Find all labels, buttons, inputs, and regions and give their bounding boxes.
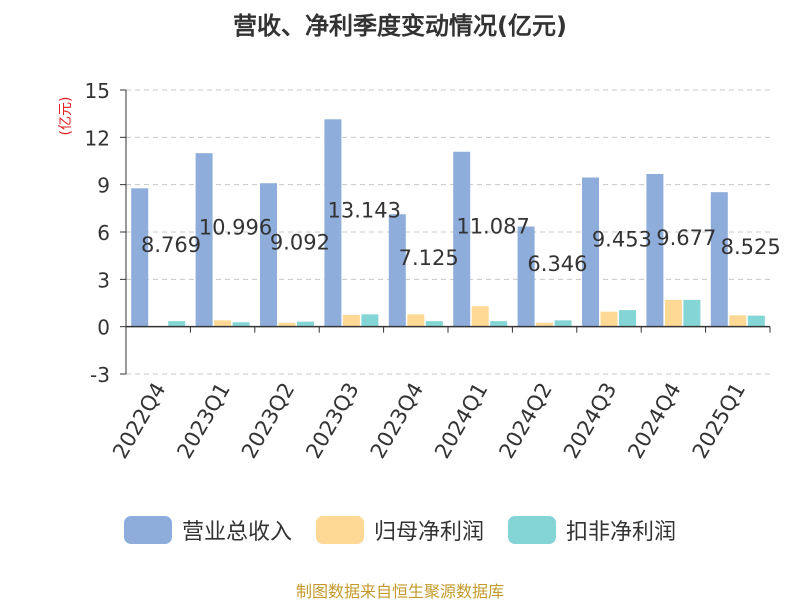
x-tick-label: 2023Q3: [301, 379, 363, 463]
x-tick-label: 2025Q1: [688, 379, 750, 463]
x-tick-label: 2023Q4: [366, 379, 428, 463]
x-tick-label: 2024Q1: [430, 379, 492, 463]
legend-swatch-revenue: [124, 516, 172, 544]
x-tick-label: 2024Q4: [623, 379, 685, 463]
legend-label-deducted-profit: 扣非净利润: [566, 514, 676, 546]
y-tick-label: 0: [97, 316, 110, 340]
bar-扣非净利润: [361, 314, 378, 326]
bar-营业总收入: [711, 192, 728, 327]
legend-item-revenue[interactable]: 营业总收入: [124, 514, 292, 546]
bar-扣非净利润: [619, 310, 636, 327]
bar-扣非净利润: [297, 322, 314, 327]
bar-归母净利润: [472, 306, 489, 327]
bar-归母净利润: [665, 300, 682, 327]
data-label: 7.125: [399, 246, 459, 270]
source-note: 制图数据来自恒生聚源数据库: [0, 578, 800, 602]
y-tick-label: 3: [97, 268, 110, 292]
data-label: 6.346: [527, 252, 587, 276]
x-tick-label: 2023Q1: [172, 379, 234, 463]
x-tick-label: 2024Q3: [559, 379, 621, 463]
legend-label-net-profit: 归母净利润: [374, 514, 484, 546]
y-tick-label: 6: [97, 221, 110, 245]
bar-营业总收入: [260, 183, 277, 326]
data-label: 10.996: [199, 215, 272, 239]
bar-归母净利润: [729, 315, 746, 326]
data-label: 9.453: [592, 228, 652, 252]
legend-swatch-net-profit: [316, 516, 364, 544]
y-tick-label: 15: [85, 79, 110, 103]
bar-扣非净利润: [748, 316, 765, 327]
data-label: 13.143: [328, 198, 401, 222]
y-tick-label: 12: [85, 126, 110, 150]
bar-营业总收入: [324, 119, 341, 326]
bar-扣非净利润: [168, 321, 185, 327]
legend-item-net-profit[interactable]: 归母净利润: [316, 514, 484, 546]
bar-扣非净利润: [490, 321, 507, 327]
y-tick-label: 9: [97, 174, 110, 198]
data-label: 11.087: [456, 215, 529, 239]
legend-label-revenue: 营业总收入: [182, 514, 292, 546]
data-label: 9.677: [656, 226, 716, 250]
bar-扣非净利润: [683, 300, 700, 327]
bar-归母净利润: [214, 320, 231, 326]
bar-归母净利润: [343, 315, 360, 327]
data-label: 8.769: [141, 233, 201, 257]
y-tick-label: -3: [90, 363, 110, 387]
y-axis-label: (亿元): [58, 97, 74, 136]
bar-扣非净利润: [555, 320, 572, 326]
bar-营业总收入: [389, 214, 406, 326]
legend: 营业总收入 归母净利润 扣非净利润: [0, 514, 800, 546]
bar-营业总收入: [131, 188, 148, 326]
data-label: 8.525: [721, 235, 781, 259]
legend-item-deducted-profit[interactable]: 扣非净利润: [508, 514, 676, 546]
bar-归母净利润: [407, 314, 424, 326]
legend-swatch-deducted-profit: [508, 516, 556, 544]
x-tick-label: 2023Q2: [237, 379, 299, 463]
bar-归母净利润: [601, 312, 618, 327]
bar-营业总收入: [518, 227, 535, 327]
x-tick-label: 2022Q4: [108, 379, 170, 463]
x-tick-label: 2024Q2: [494, 379, 556, 463]
data-label: 9.092: [270, 230, 330, 254]
bar-扣非净利润: [426, 321, 443, 327]
bar-营业总收入: [453, 152, 470, 327]
